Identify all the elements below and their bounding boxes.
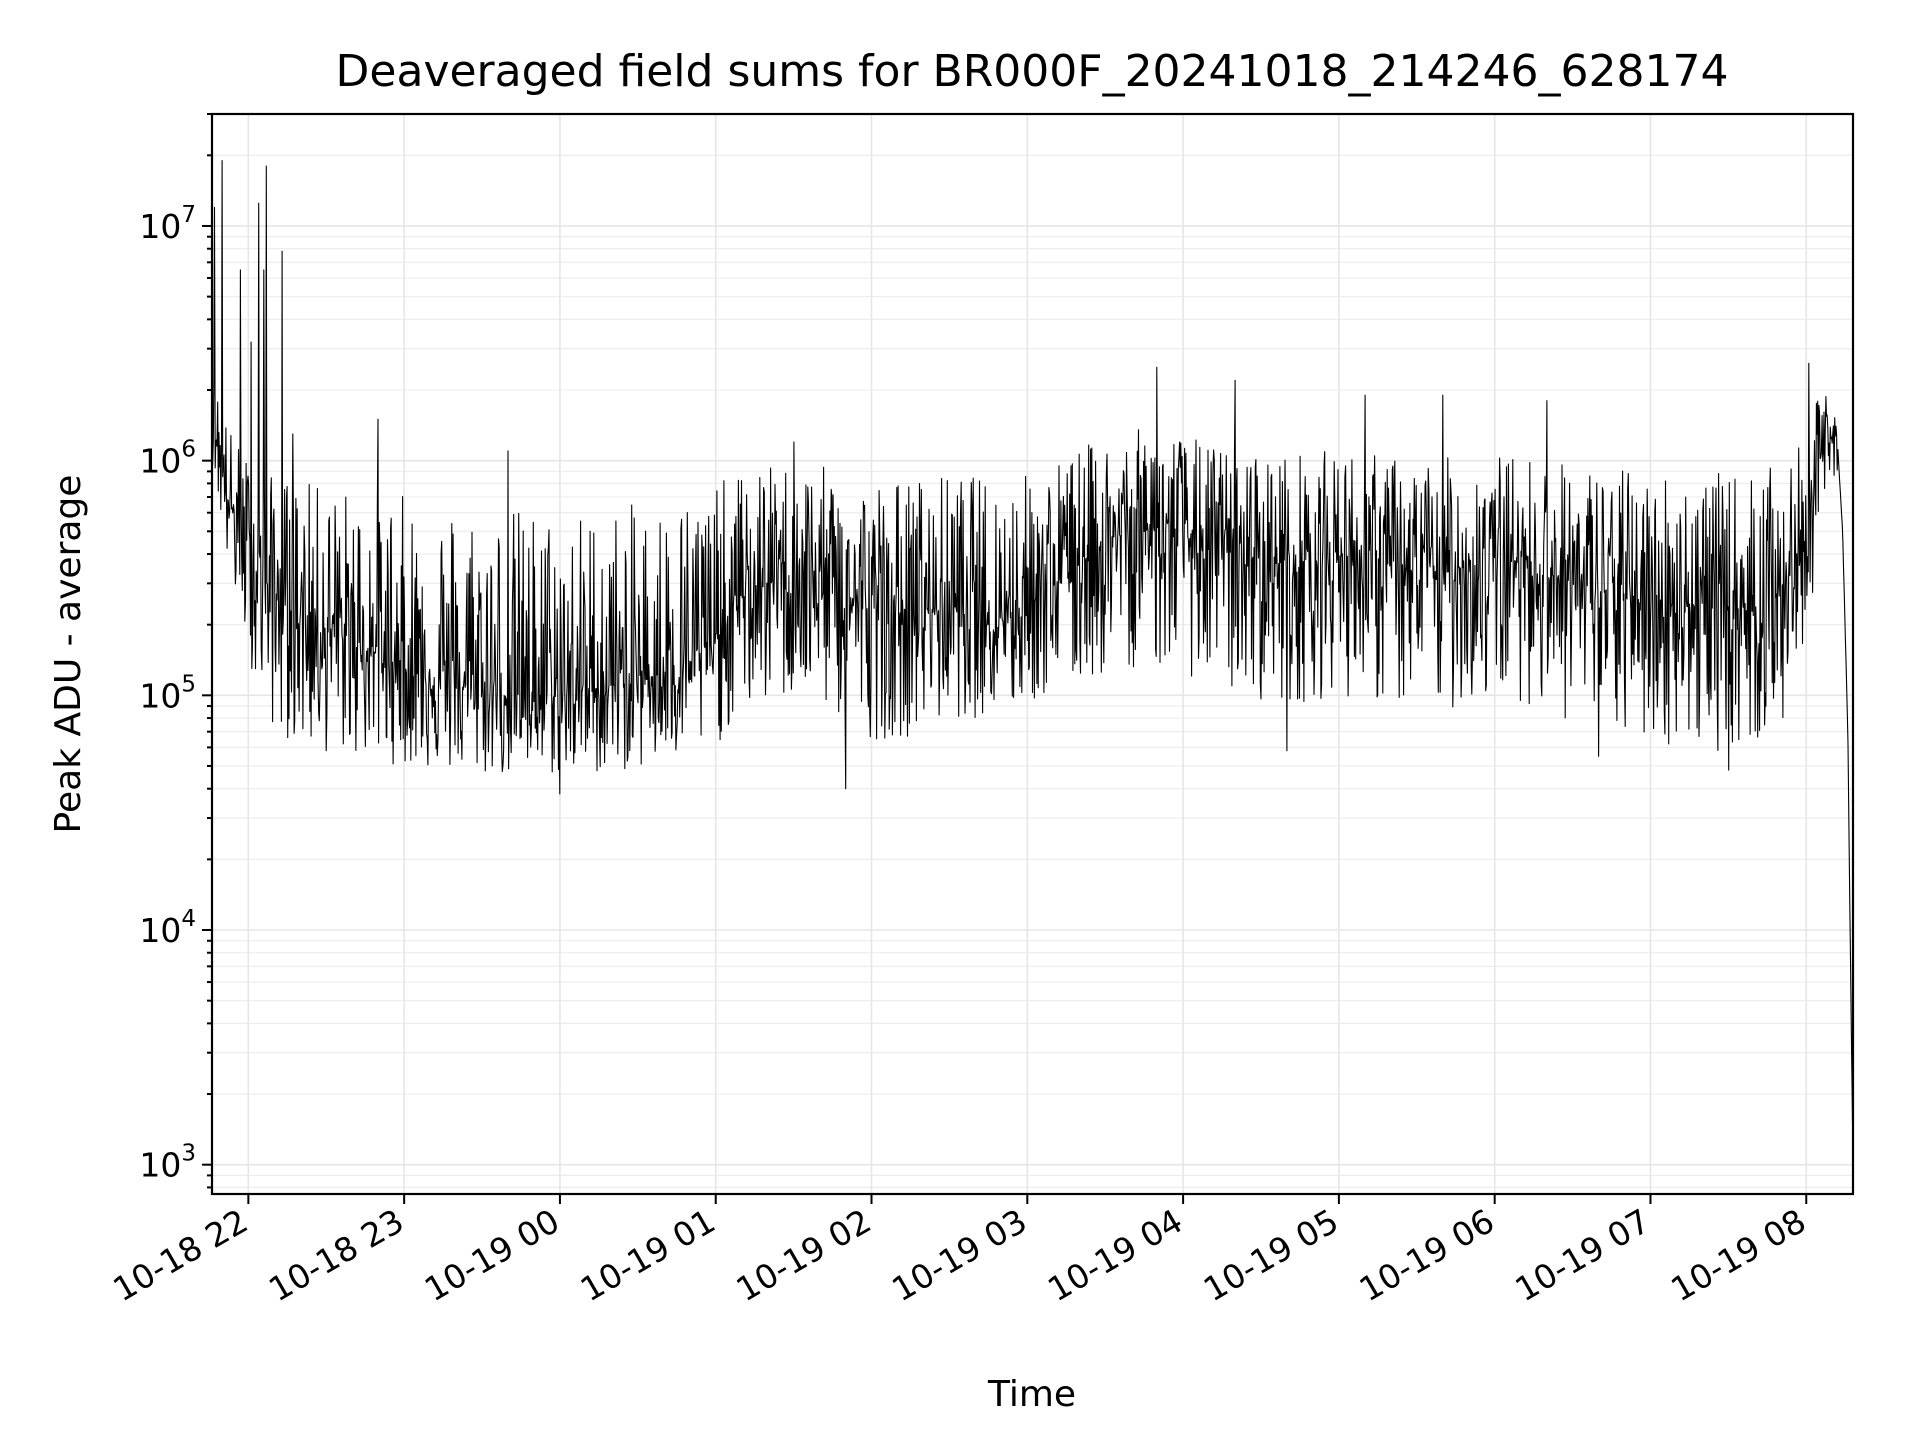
x-tick-label: 10-18 22: [106, 1201, 254, 1309]
x-axis-label: Time: [987, 1374, 1076, 1415]
y-tick-label: 107: [139, 202, 196, 246]
x-tick-label: 10-19 00: [418, 1201, 566, 1309]
x-tick-label: 10-19 02: [730, 1201, 878, 1309]
y-tick-label: 105: [139, 671, 196, 715]
x-tick-label: 10-19 04: [1041, 1201, 1189, 1309]
x-tick-label: 10-19 07: [1508, 1201, 1656, 1309]
y-tick-label: 104: [139, 906, 196, 950]
x-tick-label: 10-19 03: [885, 1201, 1033, 1309]
plot-frame: [210, 112, 1855, 1196]
x-tick-label: 10-19 06: [1353, 1201, 1501, 1309]
chart-title: Deaveraged field sums for BR000F_2024101…: [336, 46, 1729, 97]
x-tick-label: 10-19 08: [1664, 1201, 1812, 1309]
y-tick-label: 106: [139, 437, 196, 481]
x-tick-label: 10-18 23: [262, 1201, 410, 1309]
series-line: [211, 160, 1854, 1165]
x-tick-label: 10-19 05: [1197, 1201, 1345, 1309]
y-axis-label: Peak ADU - average: [48, 475, 89, 834]
y-tick-label: 103: [139, 1141, 196, 1185]
x-tick-label: 10-19 01: [574, 1201, 722, 1309]
grid-lines: [212, 113, 1853, 1194]
